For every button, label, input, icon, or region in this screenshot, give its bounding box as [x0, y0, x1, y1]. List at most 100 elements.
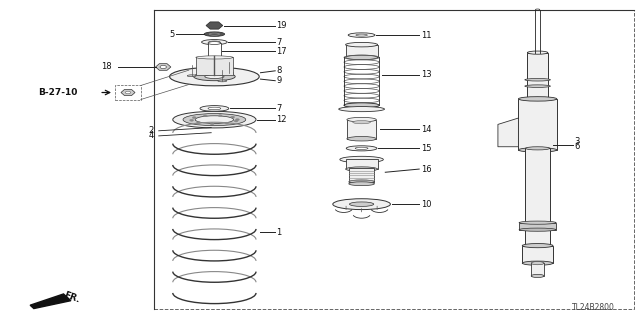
- Ellipse shape: [183, 114, 246, 126]
- Ellipse shape: [196, 56, 233, 59]
- Ellipse shape: [349, 180, 374, 184]
- Bar: [196, 57, 233, 75]
- Ellipse shape: [218, 80, 227, 82]
- Text: 10: 10: [421, 200, 431, 209]
- Text: 19: 19: [276, 21, 287, 30]
- Ellipse shape: [527, 51, 548, 54]
- Ellipse shape: [518, 97, 557, 101]
- Bar: [527, 53, 548, 99]
- Ellipse shape: [346, 167, 378, 171]
- Text: 11: 11: [421, 31, 431, 40]
- Ellipse shape: [518, 148, 557, 152]
- Bar: [525, 148, 550, 246]
- Text: 15: 15: [421, 144, 431, 153]
- Bar: [208, 43, 221, 59]
- Circle shape: [189, 119, 193, 121]
- Ellipse shape: [173, 111, 256, 128]
- Ellipse shape: [208, 107, 221, 110]
- Circle shape: [230, 116, 234, 118]
- Text: 9: 9: [276, 76, 282, 85]
- Circle shape: [225, 122, 228, 124]
- Ellipse shape: [348, 33, 375, 37]
- Ellipse shape: [333, 199, 390, 210]
- Text: 13: 13: [421, 70, 432, 79]
- Ellipse shape: [525, 85, 550, 87]
- Text: 18: 18: [101, 63, 112, 71]
- Ellipse shape: [356, 34, 367, 36]
- Ellipse shape: [525, 78, 550, 81]
- Circle shape: [211, 123, 214, 125]
- Ellipse shape: [519, 221, 556, 224]
- Ellipse shape: [195, 116, 234, 123]
- Text: TL24B2800: TL24B2800: [572, 303, 614, 312]
- Circle shape: [160, 65, 166, 69]
- Ellipse shape: [522, 244, 553, 248]
- Text: 8: 8: [276, 66, 282, 75]
- Ellipse shape: [355, 147, 368, 149]
- Ellipse shape: [349, 182, 374, 186]
- Circle shape: [236, 119, 239, 121]
- Text: B-27-10: B-27-10: [38, 88, 78, 97]
- Ellipse shape: [522, 261, 553, 265]
- Text: 5: 5: [170, 30, 175, 39]
- Ellipse shape: [531, 274, 544, 278]
- Text: 12: 12: [276, 115, 287, 124]
- Bar: [154, 10, 634, 309]
- Ellipse shape: [346, 42, 378, 47]
- Circle shape: [204, 115, 207, 117]
- Ellipse shape: [225, 72, 234, 74]
- Ellipse shape: [339, 107, 385, 112]
- Bar: [522, 246, 553, 263]
- Circle shape: [218, 115, 222, 116]
- Ellipse shape: [209, 33, 220, 35]
- Ellipse shape: [353, 121, 371, 124]
- Ellipse shape: [205, 75, 224, 78]
- Text: 16: 16: [421, 165, 432, 174]
- Ellipse shape: [208, 42, 221, 44]
- Ellipse shape: [200, 106, 229, 111]
- Ellipse shape: [519, 228, 556, 231]
- Ellipse shape: [204, 32, 225, 36]
- Text: 4: 4: [148, 131, 154, 140]
- Text: 17: 17: [276, 47, 287, 56]
- Circle shape: [125, 91, 131, 94]
- Bar: [115, 85, 141, 100]
- Ellipse shape: [346, 55, 378, 60]
- Text: 6: 6: [575, 142, 580, 151]
- Ellipse shape: [202, 40, 227, 45]
- Bar: [346, 45, 378, 57]
- Ellipse shape: [527, 97, 548, 100]
- Bar: [347, 120, 376, 139]
- Text: 3: 3: [575, 137, 580, 146]
- Polygon shape: [498, 118, 518, 147]
- Bar: [349, 168, 374, 182]
- Ellipse shape: [209, 41, 220, 43]
- Text: 7: 7: [276, 38, 282, 47]
- Text: 1: 1: [276, 227, 282, 237]
- Bar: [518, 99, 557, 150]
- Bar: [346, 159, 378, 169]
- Ellipse shape: [193, 72, 236, 81]
- Ellipse shape: [349, 202, 374, 206]
- Ellipse shape: [170, 67, 259, 86]
- Polygon shape: [30, 294, 71, 308]
- Ellipse shape: [531, 262, 544, 265]
- Text: FR.: FR.: [63, 290, 81, 304]
- Ellipse shape: [535, 9, 540, 10]
- Ellipse shape: [525, 147, 550, 150]
- Ellipse shape: [346, 146, 377, 151]
- Ellipse shape: [208, 58, 221, 61]
- Ellipse shape: [344, 103, 379, 108]
- Text: 2: 2: [148, 126, 154, 135]
- Circle shape: [196, 122, 200, 123]
- Circle shape: [234, 120, 238, 122]
- Text: 7: 7: [276, 104, 282, 113]
- Ellipse shape: [188, 75, 196, 77]
- Ellipse shape: [340, 156, 383, 163]
- Bar: [531, 263, 544, 276]
- Circle shape: [192, 117, 196, 119]
- Ellipse shape: [347, 117, 376, 122]
- Bar: [519, 223, 556, 230]
- Text: 14: 14: [421, 125, 431, 134]
- Ellipse shape: [347, 137, 376, 141]
